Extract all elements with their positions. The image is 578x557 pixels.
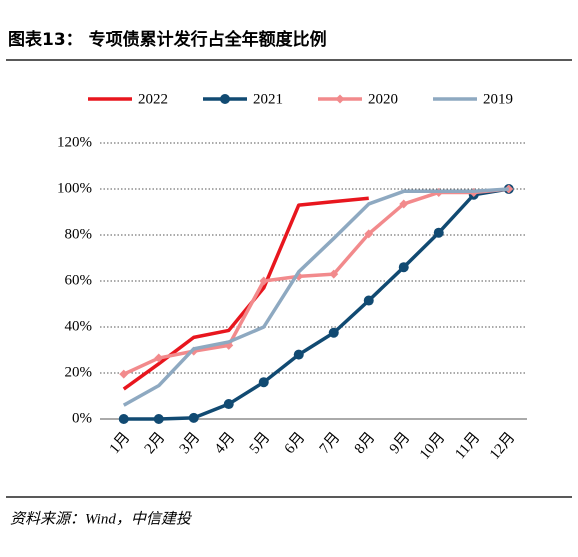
legend-label: 2021 (253, 91, 283, 107)
series-line (122, 196, 369, 391)
source-note: 资料来源：Wind，中信建投 (10, 510, 193, 527)
point-marker (119, 369, 129, 379)
legend-marker (220, 94, 230, 104)
point-marker (399, 199, 409, 209)
y-tick-label: 40% (65, 318, 93, 334)
point-marker (363, 295, 374, 306)
chart-title: 图表13： 专项债累计发行占全年额度比例 (8, 29, 327, 50)
x-tick-label: 4月 (212, 429, 239, 457)
y-tick-label: 120% (57, 134, 92, 150)
legend-label: 2019 (483, 91, 513, 107)
point-marker (258, 377, 269, 388)
point-marker (223, 399, 234, 410)
y-tick-label: 20% (65, 364, 93, 380)
point-marker (398, 262, 409, 273)
legend-label: 2020 (368, 91, 398, 107)
point-marker (329, 269, 339, 279)
x-tick-label: 3月 (177, 429, 204, 457)
y-tick-label: 0% (72, 410, 92, 426)
y-tick-label: 60% (65, 272, 93, 288)
legend-label: 2022 (138, 91, 168, 107)
point-marker (259, 276, 269, 286)
point-marker (153, 414, 164, 424)
x-tick-label: 10月 (417, 429, 449, 462)
x-tick-label: 2月 (142, 429, 169, 457)
x-tick-label: 12月 (487, 429, 519, 462)
x-tick-label: 9月 (387, 429, 414, 457)
y-tick-label: 100% (57, 180, 92, 196)
x-tick-label: 6月 (282, 429, 309, 457)
legend-marker (335, 94, 345, 104)
x-tick-label: 1月 (107, 429, 134, 457)
y-tick-label: 80% (65, 226, 93, 242)
point-marker (328, 327, 339, 338)
x-tick-label: 11月 (452, 429, 483, 462)
series-line (122, 187, 509, 407)
series-line (123, 187, 510, 421)
x-tick-label: 7月 (317, 429, 344, 457)
point-marker (118, 414, 129, 424)
point-marker (154, 353, 164, 363)
point-marker (433, 227, 444, 238)
point-marker (293, 349, 304, 360)
x-tick-label: 5月 (247, 429, 274, 457)
x-tick-label: 8月 (352, 429, 379, 457)
point-marker (188, 412, 199, 423)
point-marker (364, 229, 374, 239)
